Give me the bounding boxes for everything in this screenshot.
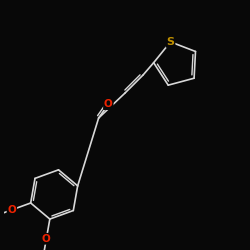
Text: O: O [104,99,113,109]
Text: O: O [8,205,16,215]
Text: O: O [42,234,51,244]
Text: S: S [166,37,174,47]
